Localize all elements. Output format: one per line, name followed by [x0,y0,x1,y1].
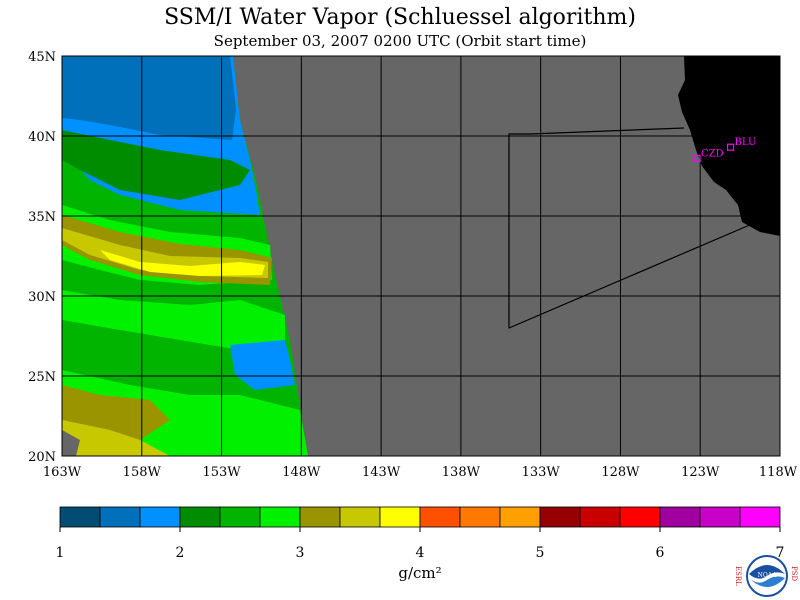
colorbar-swatch [219,506,261,528]
colorbar-swatch [99,506,141,528]
colorbar-swatch [419,506,461,528]
lon-label: 128W [601,465,640,480]
lon-label: 118W [759,465,798,480]
colorbar-swatch [699,506,741,528]
map-frame [61,55,781,457]
colorbar-swatch [739,506,781,528]
lon-label: 123W [681,465,720,480]
colorbar-swatch [579,506,621,528]
map-subtitle: September 03, 2007 0200 UTC (Orbit start… [213,32,587,50]
lat-label: 30N [28,290,56,305]
colorbar [59,506,781,528]
lon-label: 153W [202,465,241,480]
colorbar-tick-label: 6 [656,545,665,561]
colorbar-tick-label: 2 [176,545,185,561]
colorbar-tick-label: 7 [776,545,785,561]
lat-label: 40N [28,130,56,145]
colorbar-swatch [499,506,541,528]
colorbar-swatch [459,506,501,528]
colorbar-swatch [539,506,581,528]
colorbar-tick-label: 3 [296,545,305,561]
map-title: SSM/I Water Vapor (Schluessel algorithm) [164,5,636,30]
lon-label: 143W [362,465,401,480]
land-mass [678,56,780,236]
lat-label: 20N [28,450,56,465]
colorbar-swatch [379,506,421,528]
lat-label: 45N [28,50,56,65]
station-markers: CZD BLU [693,137,757,162]
colorbar-swatch [619,506,661,528]
latitude-labels: 45N 40N 35N 30N 25N 20N [28,50,56,465]
logo-left-text: ESRL [734,566,742,586]
lon-label: 163W [43,465,82,480]
colorbar-units: g/cm² [398,564,441,582]
station-label: CZD [701,148,724,159]
lon-label: 138W [442,465,481,480]
lon-label: 133W [522,465,561,480]
lat-label: 35N [28,210,56,225]
noaa-logo: NOAA ESRL PSD [734,555,798,597]
logo-right-text: PSD [790,566,798,582]
colorbar-swatch [259,506,301,528]
swath-outline [508,127,753,329]
colorbar-tick-label: 5 [536,545,545,561]
station-marker [693,154,701,162]
satellite-swath [62,56,308,456]
colorbar-tick-label: 1 [56,545,65,561]
lon-label: 158W [123,465,162,480]
lon-label: 148W [282,465,321,480]
colorbar-swatch [139,506,181,528]
colorbar-swatch [179,506,221,528]
logo-center-text: NOAA [758,572,778,579]
station-label: BLU [735,137,757,148]
colorbar-ticks: 1 2 3 4 5 6 7 [56,527,785,561]
colorbar-tick-label: 4 [416,545,425,561]
longitude-labels: 163W 158W 153W 148W 143W 138W 133W 128W 123W 118W [43,465,798,480]
colorbar-swatch [659,506,701,528]
colorbar-swatch [339,506,381,528]
colorbar-swatch [59,506,101,528]
lat-label: 25N [28,370,56,385]
station-marker [726,143,735,151]
colorbar-swatch [299,506,341,528]
